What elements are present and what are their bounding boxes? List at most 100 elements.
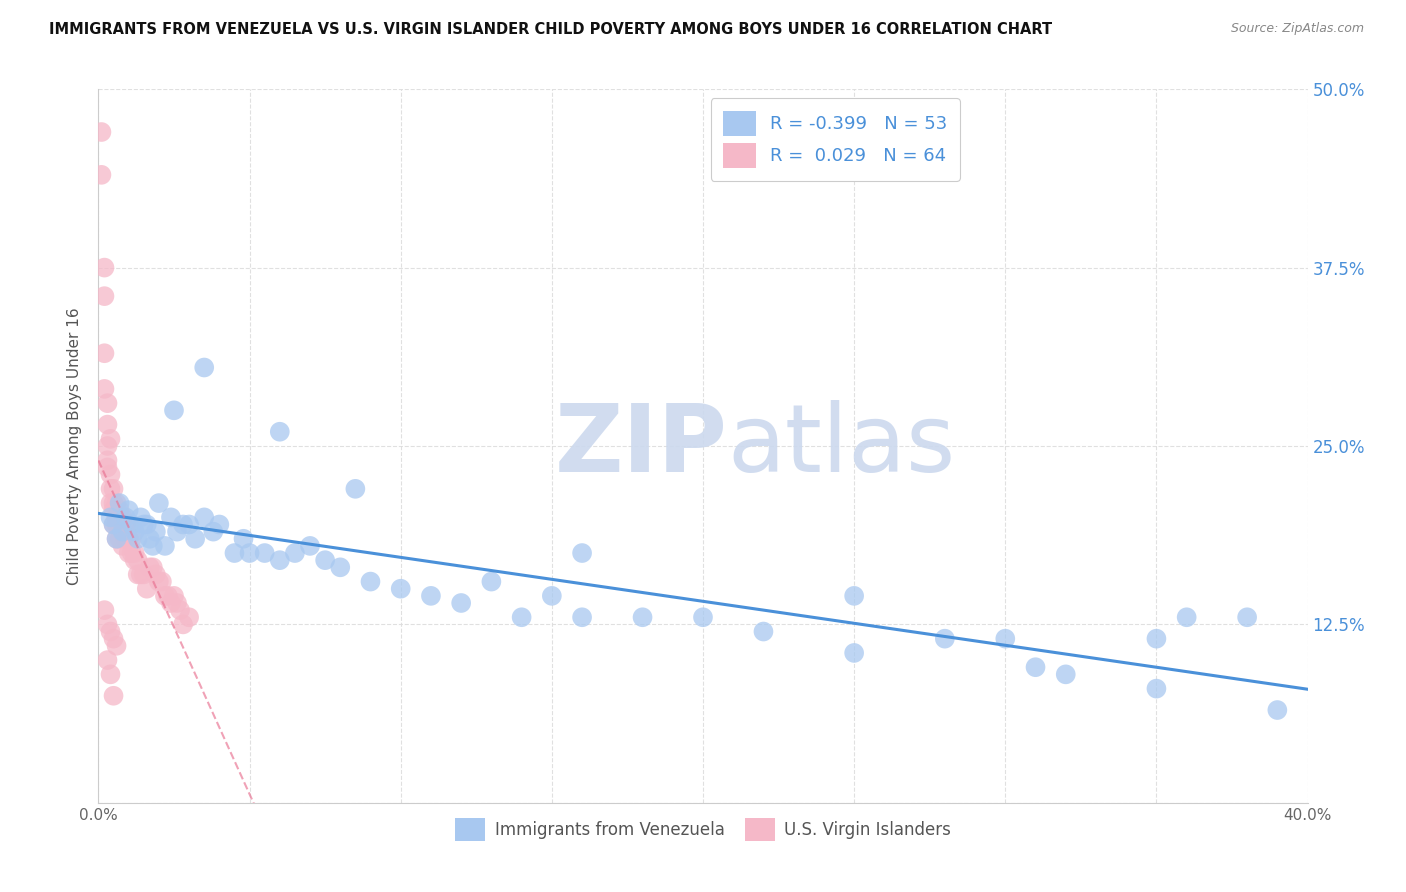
Point <box>150 574 173 589</box>
Point <box>105 639 128 653</box>
Point <box>96 417 118 432</box>
Point <box>103 517 125 532</box>
Point <box>142 560 165 574</box>
Point <box>127 567 149 582</box>
Point <box>253 546 276 560</box>
Point <box>118 517 141 532</box>
Point <box>269 553 291 567</box>
Point <box>163 403 186 417</box>
Point <box>103 503 125 517</box>
Point <box>232 532 254 546</box>
Point <box>100 482 122 496</box>
Point <box>111 524 134 539</box>
Point <box>142 539 165 553</box>
Point <box>118 546 141 560</box>
Point <box>1144 681 1167 696</box>
Point <box>103 517 125 532</box>
Point <box>96 396 118 410</box>
Point <box>166 524 188 539</box>
Point <box>571 546 593 560</box>
Point <box>121 546 143 560</box>
Point <box>208 517 231 532</box>
Point <box>100 624 122 639</box>
Point <box>103 482 125 496</box>
Point <box>114 510 136 524</box>
Point <box>121 532 143 546</box>
Point <box>108 517 131 532</box>
Point <box>111 539 134 553</box>
Point <box>1024 660 1046 674</box>
Point <box>105 532 128 546</box>
Point <box>844 646 866 660</box>
Point <box>329 560 352 574</box>
Point <box>360 574 382 589</box>
Point <box>96 653 118 667</box>
Point <box>124 553 146 567</box>
Point <box>1175 610 1198 624</box>
Point <box>129 510 152 524</box>
Point <box>184 532 207 546</box>
Point <box>153 589 176 603</box>
Point <box>193 510 215 524</box>
Point <box>93 346 115 360</box>
Point <box>105 532 128 546</box>
Point <box>420 589 443 603</box>
Point <box>114 532 136 546</box>
Point <box>100 496 122 510</box>
Point <box>108 496 131 510</box>
Point <box>96 617 118 632</box>
Point <box>692 610 714 624</box>
Point <box>153 539 176 553</box>
Point <box>139 560 162 574</box>
Point <box>103 632 125 646</box>
Point <box>129 567 152 582</box>
Point <box>100 467 122 482</box>
Point <box>172 617 194 632</box>
Point <box>481 574 503 589</box>
Point <box>114 517 136 532</box>
Point <box>93 289 115 303</box>
Text: Source: ZipAtlas.com: Source: ZipAtlas.com <box>1230 22 1364 36</box>
Point <box>135 517 157 532</box>
Point <box>90 168 112 182</box>
Point <box>1054 667 1077 681</box>
Point <box>934 632 956 646</box>
Point <box>179 517 201 532</box>
Point <box>571 610 593 624</box>
Point <box>145 567 167 582</box>
Text: IMMIGRANTS FROM VENEZUELA VS U.S. VIRGIN ISLANDER CHILD POVERTY AMONG BOYS UNDER: IMMIGRANTS FROM VENEZUELA VS U.S. VIRGIN… <box>49 22 1052 37</box>
Point <box>111 510 134 524</box>
Point <box>105 517 128 532</box>
Point <box>90 125 112 139</box>
Point <box>169 603 191 617</box>
Point <box>127 532 149 546</box>
Point <box>148 496 170 510</box>
Point <box>103 689 125 703</box>
Point <box>135 582 157 596</box>
Point <box>450 596 472 610</box>
Point <box>540 589 562 603</box>
Point <box>239 546 262 560</box>
Point <box>127 553 149 567</box>
Point <box>193 360 215 375</box>
Point <box>121 517 143 532</box>
Point <box>132 517 155 532</box>
Point <box>284 546 307 560</box>
Point <box>124 546 146 560</box>
Point <box>100 432 122 446</box>
Point <box>145 524 167 539</box>
Point <box>118 532 141 546</box>
Point <box>108 503 131 517</box>
Point <box>100 510 122 524</box>
Point <box>148 574 170 589</box>
Point <box>93 382 115 396</box>
Point <box>202 524 225 539</box>
Point <box>1267 703 1289 717</box>
Text: atlas: atlas <box>727 400 956 492</box>
Point <box>160 596 183 610</box>
Point <box>172 517 194 532</box>
Point <box>93 260 115 275</box>
Point <box>118 503 141 517</box>
Point <box>111 524 134 539</box>
Point <box>752 624 775 639</box>
